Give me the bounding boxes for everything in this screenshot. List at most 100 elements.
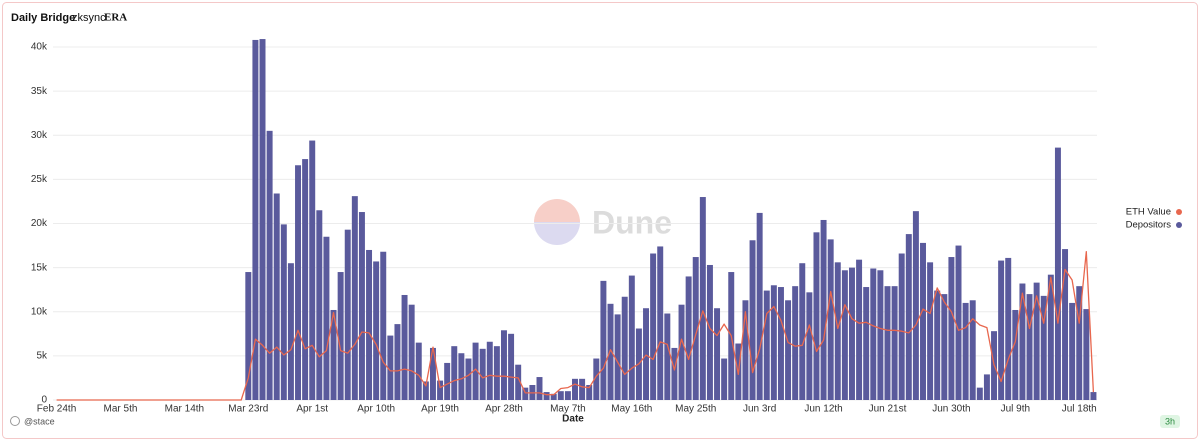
bar [607, 303, 614, 400]
y-tick-label: 40k [31, 42, 48, 53]
bar [664, 313, 671, 400]
bar [884, 286, 891, 400]
bar [522, 387, 529, 400]
bar [1083, 309, 1090, 400]
bar [692, 257, 699, 400]
legend-label: ETH Value [1126, 207, 1171, 218]
bar [785, 300, 792, 400]
bar [792, 286, 799, 400]
bar [920, 242, 926, 400]
bar [245, 272, 252, 400]
bar [316, 210, 323, 400]
y-tick-label: 15k [31, 262, 48, 273]
bar [1005, 257, 1012, 400]
x-tick-label: Apr 10th [357, 404, 395, 415]
bar [600, 280, 607, 400]
bar [891, 286, 898, 400]
bar [415, 342, 422, 400]
y-tick-label: 0 [41, 395, 47, 406]
y-tick-label: 25k [31, 174, 48, 185]
bar [820, 219, 827, 400]
bar [266, 130, 273, 400]
bar [628, 275, 635, 400]
y-tick-label: 20k [31, 218, 48, 229]
bar [337, 272, 344, 400]
bar [706, 264, 713, 400]
bar [998, 260, 1005, 400]
bar [671, 347, 678, 400]
bar [1026, 294, 1033, 400]
bar [586, 384, 593, 400]
bar [841, 270, 848, 400]
bar [1090, 392, 1097, 400]
x-tick-label: Jul 18th [1062, 404, 1097, 415]
refresh: 3h [1165, 416, 1175, 426]
bar [870, 268, 877, 400]
bar [685, 276, 692, 400]
x-tick-label: May 25th [675, 404, 716, 415]
bar [969, 300, 976, 400]
bar [550, 393, 557, 400]
x-tick-label: Jun 12th [804, 404, 842, 415]
bar [856, 259, 863, 400]
bar [1062, 249, 1069, 400]
x-tick-label: May 16th [611, 404, 652, 415]
bar [351, 196, 358, 400]
bar [699, 197, 706, 400]
bar [721, 358, 728, 400]
bar [330, 309, 337, 400]
bar [380, 251, 387, 400]
bar [650, 253, 657, 400]
bar [643, 308, 650, 400]
bar [557, 391, 564, 400]
bar [912, 211, 919, 400]
bar [536, 377, 543, 400]
bar [572, 378, 578, 400]
bar [898, 253, 905, 400]
bar [770, 285, 777, 400]
bar [678, 304, 685, 400]
y-tick-label: 5k [36, 351, 48, 362]
author-icon [10, 416, 20, 426]
bar [948, 257, 955, 400]
bar [451, 346, 458, 400]
brand-badge: ERA [104, 12, 127, 24]
legend-swatch [1176, 209, 1182, 215]
watermark: Dune [534, 199, 672, 245]
bar [976, 387, 983, 400]
bar [763, 290, 770, 400]
bar [366, 249, 373, 400]
bar [500, 330, 507, 400]
bar [515, 364, 522, 400]
bar [401, 294, 408, 400]
bar [1019, 283, 1026, 400]
bar [806, 292, 813, 400]
bar [465, 358, 472, 400]
bar [1047, 274, 1054, 400]
x-tick-label: Jul 9th [1001, 404, 1030, 415]
bar [983, 374, 990, 400]
bar [1076, 286, 1083, 400]
bar [429, 347, 436, 400]
y-tick-label: 35k [31, 86, 48, 97]
bar [309, 140, 316, 401]
x-tick-label: Feb 24th [37, 404, 76, 415]
x-tick-label: Apr 1st [296, 404, 328, 415]
bar [848, 267, 855, 400]
bar-series [245, 39, 1097, 401]
watermark-text: Dune [592, 204, 672, 240]
x-tick-label: Mar 14th [165, 404, 204, 415]
bar [834, 262, 841, 400]
legend-label: Depositors [1126, 220, 1172, 231]
bar [444, 362, 451, 400]
bar [1054, 147, 1061, 400]
bar [777, 287, 784, 400]
bar [273, 193, 280, 400]
x-tick-label: Apr 19th [421, 404, 459, 415]
chart-title: Daily Bridge [11, 12, 75, 24]
bar [799, 263, 806, 400]
bar [927, 262, 934, 400]
bar [408, 304, 415, 400]
refresh-badge [1160, 415, 1180, 428]
x-tick-label: May 7th [550, 404, 586, 415]
